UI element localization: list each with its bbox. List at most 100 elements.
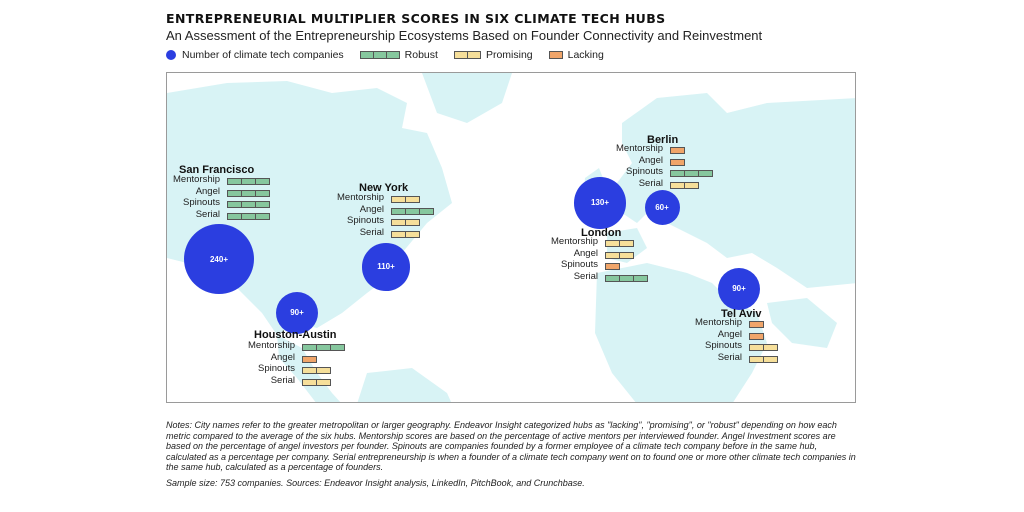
metric-label: Serial [270,374,295,386]
score-segment [255,178,270,185]
score-segment [405,219,420,227]
score-segment [227,212,242,220]
score-segment [391,219,406,227]
score-bar-lacking [749,332,764,340]
metric-label: Angel [573,247,598,259]
score-segment [391,230,406,238]
score-bar-promising [391,230,420,238]
score-segment [763,344,778,352]
metric-label: Angel [638,154,663,166]
legend-item-lacking: Lacking [548,49,604,61]
metric-label: Mentorship [695,317,742,328]
hub-name: Berlin [647,134,679,146]
hub-name: London [581,227,622,239]
metric-label: Mentorship [551,236,598,247]
score-segment [302,378,317,386]
score-segment [227,201,242,209]
chart-subtitle: An Assessment of the Entrepreneurship Ec… [166,28,763,43]
companies-bubble: 90+ [717,267,761,311]
score-bar-promising [391,219,420,227]
score-segment [605,263,620,271]
score-segment [255,189,270,197]
score-bar-lacking [749,321,764,328]
metric-label: Spinouts [183,197,220,209]
companies-bubble: 110+ [362,243,410,291]
south-america-shape [357,368,452,402]
metric-label: Serial [195,208,220,220]
score-segment [670,181,685,189]
score-segment [419,207,434,215]
notes: Notes: City names refer to the greater m… [166,420,856,494]
score-segment [670,147,685,154]
notes-main: Notes: City names refer to the greater m… [166,420,856,473]
score-bar-promising [302,378,331,386]
metric-label: Spinouts [705,340,742,352]
score-bar-promising [302,367,331,375]
score-bar-promising [605,251,634,259]
score-bar-promising [391,196,420,203]
hub-name: New York [359,182,409,194]
score-segment [241,201,256,209]
score-segment [670,170,685,178]
metric-label: Spinouts [561,259,598,271]
score-bar-robust [227,178,270,185]
metric-label: Serial [638,177,663,189]
metric-label: Mentorship [616,143,663,154]
metric-label: Serial [717,351,742,363]
score-bar-robust [670,170,713,178]
chart-title: ENTREPRENEURIAL MULTIPLIER SCORES IN SIX… [166,11,666,26]
score-segment [619,274,634,282]
metric-label: Angel [359,203,384,215]
companies-bubble: 240+ [184,224,254,294]
world-map: 240+ San Francisco Mentorship Angel Spinouts… [166,72,856,403]
score-segment [255,212,270,220]
score-segment [749,355,764,363]
score-segment [749,321,764,328]
score-bar-lacking [670,158,685,166]
score-bar-robust [227,212,270,220]
metric-label: Mentorship [248,340,295,351]
metric-label: Angel [717,328,742,340]
notes-sample: Sample size: 753 companies. Sources: End… [166,477,585,488]
score-segment [227,189,242,197]
companies-bubble: 130+ [574,177,626,229]
legend-item-companies: Number of climate tech companies [166,49,344,61]
score-segment [241,212,256,220]
score-segment [749,344,764,352]
hub-name: Houston-Austin [254,329,337,341]
score-segment [316,378,331,386]
score-segment [684,170,699,178]
metric-label: Serial [573,270,598,282]
score-segment [302,367,317,375]
score-segment [633,274,648,282]
score-segment [763,355,778,363]
companies-bubble: 60+ [644,189,680,225]
score-segment [316,344,331,351]
score-segment [330,344,345,351]
score-bar-robust [605,274,648,282]
lacking-swatch-icon [548,51,563,59]
metric-label: Angel [195,185,220,197]
greenland-shape [422,73,512,123]
score-segment [405,196,420,203]
score-segment [405,207,420,215]
companies-bubble: 90+ [275,291,319,335]
score-bar-lacking [605,263,620,271]
score-bar-lacking [670,147,685,154]
score-bar-robust [391,207,434,215]
hub-name: San Francisco [179,164,255,176]
metric-label: Serial [359,226,384,238]
score-segment [255,201,270,209]
arabia-shape [767,298,837,348]
metric-label: Angel [270,351,295,363]
score-segment [302,355,317,363]
metric-label: Mentorship [337,192,384,203]
score-segment [605,251,620,259]
score-segment [619,251,634,259]
robust-swatch-icon [359,51,400,59]
metric-label: Spinouts [258,363,295,375]
legend: Number of climate tech companies Robust … [166,48,620,62]
score-segment [619,240,634,247]
score-segment [391,207,406,215]
score-bar-robust [227,189,270,197]
